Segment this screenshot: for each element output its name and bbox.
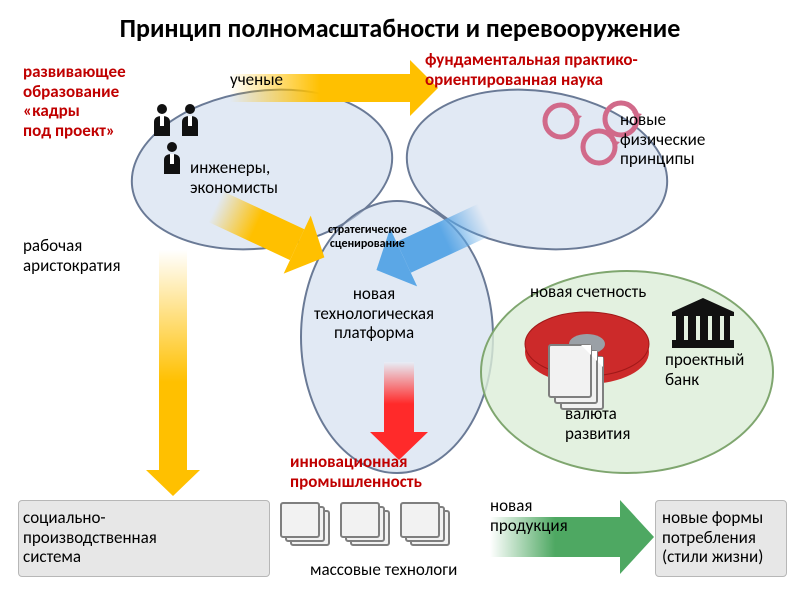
label-industry: инновационная промышленность bbox=[290, 452, 422, 491]
person-icon bbox=[160, 140, 184, 174]
label-strategic: стратегическое сценирование bbox=[328, 224, 407, 252]
tech-box-icon bbox=[400, 502, 460, 552]
label-education: развивающее образование «кадры под проек… bbox=[23, 62, 126, 140]
tech-box-icon bbox=[340, 502, 400, 552]
arrow-head bbox=[620, 500, 654, 574]
label-currency: валюта развития bbox=[565, 404, 630, 443]
person-icon bbox=[150, 102, 174, 136]
label-newproduct: новая продукция bbox=[490, 496, 568, 535]
label-bank: проектный банк bbox=[665, 350, 744, 389]
arrow-head bbox=[146, 470, 200, 496]
diagram-stage: { "title": { "text": "Принцип полномасшт… bbox=[0, 0, 800, 600]
arrow-shaft bbox=[384, 362, 414, 432]
person-icon bbox=[178, 102, 202, 136]
label-platform: новая технологическая платформа bbox=[314, 284, 434, 343]
label-social: социально- производственная система bbox=[23, 508, 157, 567]
label-accounting: новая счетность bbox=[530, 282, 646, 302]
arrow-aristocracy bbox=[146, 250, 200, 496]
label-science: фундаментальная практико- ориентированна… bbox=[425, 50, 638, 89]
label-masstech: массовые технологи bbox=[310, 560, 457, 580]
label-principles: новые физические принципы bbox=[620, 110, 705, 169]
label-aristocracy: рабочая аристократия bbox=[23, 236, 121, 275]
arrow-industry bbox=[370, 362, 428, 460]
tech-box-icon bbox=[280, 502, 340, 552]
arrow-shaft bbox=[159, 250, 187, 470]
bank-icon bbox=[672, 298, 734, 353]
page-title: Принцип полномасштабности и перевооружен… bbox=[0, 12, 800, 44]
label-scientists: ученые bbox=[230, 70, 283, 90]
cycle-icon bbox=[540, 100, 582, 142]
label-lifestyle: новые формы потребления (стили жизни) bbox=[662, 508, 763, 567]
label-engineers: инженеры, экономисты bbox=[190, 158, 278, 197]
